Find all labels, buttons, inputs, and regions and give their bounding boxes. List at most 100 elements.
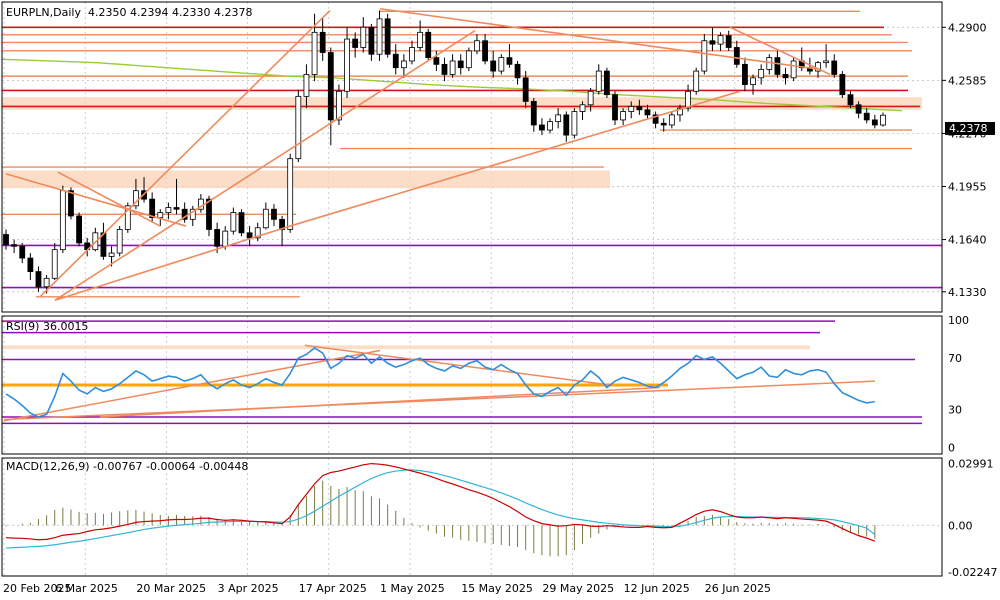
bear-candle [35,271,42,288]
rsi-trendline [3,349,381,422]
price-tick-label: 4.2900 [948,21,987,34]
bull-candle [116,229,123,254]
bear-candle [181,208,188,220]
bear-candle [392,53,399,69]
bear-candle [742,63,748,85]
date-tick-label: 6 Mar 2025 [55,582,118,595]
date-tick-label: 12 Jun 2025 [624,582,690,595]
bear-candle [27,257,34,272]
bull-candle [717,35,724,45]
rsi-grid [3,316,736,454]
bear-candle [352,38,359,48]
bull-candle [287,158,294,230]
bull-candle [595,70,602,92]
date-tick-label: 29 May 2025 [542,582,614,595]
price-tick-label: 4.1330 [948,286,987,299]
bear-candle [238,212,245,234]
price-tick-label: 4.2585 [948,74,987,87]
bear-candle [660,122,667,126]
rsi-tick-label: 100 [948,314,969,327]
bull-candle [230,212,237,232]
bear-candle [733,47,740,65]
rsi-trendline [99,386,661,418]
bull-candle [157,212,164,219]
bull-candle [303,74,310,97]
trendline [289,90,741,227]
bear-candle [530,101,537,126]
bull-candle [262,208,269,229]
macd-label: MACD(12,26,9) -0.00767 -0.00064 -0.00448 [6,460,248,473]
trendline [54,29,476,301]
bear-candle [327,52,334,121]
bull-candle [295,95,302,160]
bull-candle [766,57,773,70]
bull-candle [51,249,58,279]
bear-candle [149,198,156,219]
bull-candle [124,205,131,230]
support-zone [2,170,610,189]
bear-candle [457,60,464,69]
bull-candle [59,190,66,251]
macd-panel: 0.02991 0.00 -0.02247 MACD(12,26,9) -0.007… [2,457,997,579]
macd-signal-line [5,469,876,549]
bear-candle [441,63,448,75]
ohlc-header: 4.2350 4.2394 4.2330 4.2378 [88,6,252,19]
bull-candle [555,114,562,123]
bull-candle [465,50,472,69]
date-tick-label: 15 May 2025 [461,582,533,595]
bull-candle [498,57,505,72]
bear-candle [271,208,277,220]
bear-candle [831,60,838,75]
current-price-tag [945,122,995,135]
bear-candle [839,74,846,96]
bear-candle [3,234,9,246]
trendline [379,7,821,71]
bear-candle [636,106,643,111]
bear-candle [563,114,570,136]
macd-lines [5,462,876,549]
bear-candle [855,104,862,114]
bear-candle [506,57,513,65]
bear-candle [774,57,781,75]
price-candles [3,10,886,294]
bull-candle [43,277,50,288]
trendline [57,171,161,227]
rsi-tick-label: 30 [948,403,962,416]
macd-grid [2,458,942,576]
bear-candle [11,244,18,247]
bull-candle [547,121,553,131]
price-tick-label: 4.1955 [948,180,987,193]
bull-candle [685,90,691,109]
bull-candle [133,190,139,207]
rsi-tick-label: 0 [948,442,955,455]
macd-line [5,462,876,542]
bull-candle [571,111,578,136]
date-tick-label: 17 Apr 2025 [299,582,367,595]
bear-candle [871,119,878,126]
bear-candle [514,63,521,79]
rsi-drawings [2,320,922,425]
bull-candle [344,38,350,92]
bear-candle [384,18,391,55]
bull-candle [376,18,383,55]
price-chart-title: EURPLN,Daily [6,6,81,19]
bear-candle [368,26,375,55]
bull-candle [587,90,594,106]
bull-candle [449,60,456,75]
bull-candle [409,47,415,62]
bear-candle [68,190,74,217]
bear-candle [76,215,82,244]
bull-candle [628,106,635,112]
moving-average-line [1,58,903,112]
bear-candle [603,70,610,96]
bear-candle [425,31,432,58]
price-panel-frame [1,1,943,313]
rsi-trendline [304,344,611,386]
resistance-zone [2,97,922,110]
bear-candle [863,112,870,121]
bull-candle [108,252,115,257]
price-tick-label: 4.1640 [948,234,987,247]
rsi-zone [2,345,810,350]
